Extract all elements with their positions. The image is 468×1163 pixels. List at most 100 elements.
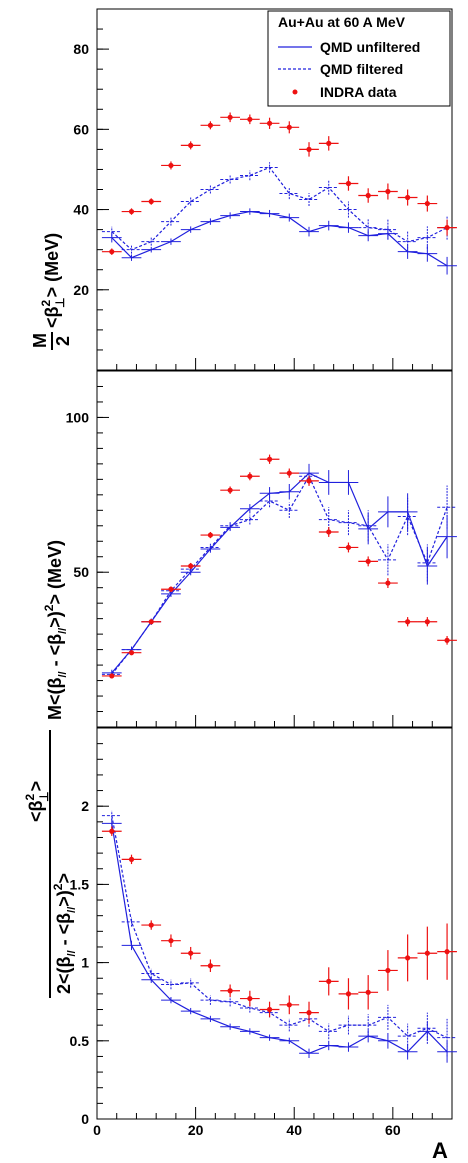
y-tick-label: 100: [66, 409, 90, 425]
data-point: [168, 938, 174, 944]
data-point: [286, 124, 292, 130]
ylabel-middle: M<(β// - <β//>)2> (MeV): [42, 540, 69, 720]
data-point: [385, 967, 391, 974]
series-qmd-filtered: [101, 810, 457, 1057]
data-point: [424, 950, 430, 956]
ylabel-bottom: <β2⊥> 2<(β// - <β//>)2>: [23, 730, 78, 998]
data-point: [148, 922, 154, 928]
data-point: [326, 140, 332, 146]
data-point: [109, 673, 115, 679]
data-point: [365, 558, 371, 564]
data-point: [424, 619, 430, 625]
ylabel-bottom-num-pre: <β: [26, 800, 46, 822]
ylabel-top-sup: 2: [39, 300, 53, 307]
ylabel-bottom-numerator: <β2⊥>: [23, 781, 51, 822]
y-tick-label: 20: [73, 282, 89, 298]
data-point: [306, 146, 312, 152]
ylabel-bottom-den-sup: 2: [51, 883, 65, 890]
data-point: [247, 995, 253, 1002]
ylabel-top-rest: <β: [42, 306, 62, 328]
y-tick-label: 1: [81, 955, 89, 971]
data-point: [227, 114, 233, 120]
y-tick-label: 60: [73, 121, 89, 137]
data-point: [286, 470, 292, 476]
ticks-top: 20 40 60 80: [73, 28, 433, 370]
data-point: [385, 580, 391, 586]
ylabel-bottom-den-mid: - <β: [54, 913, 74, 951]
data-point: [345, 991, 352, 997]
series-line: [111, 474, 448, 675]
ylabel-bottom-den-sub2: //: [66, 907, 78, 913]
ylabel-middle-mid2: >): [45, 611, 65, 628]
series-line: [111, 166, 448, 251]
data-point: [266, 1006, 273, 1013]
data-point: [424, 200, 430, 207]
data-point: [326, 529, 332, 535]
ylabel-bottom-den-sub1: //: [66, 950, 78, 956]
ylabel-middle-sub1: //: [57, 671, 69, 677]
legend-swatch-indra: [292, 89, 298, 95]
data-point: [128, 650, 135, 656]
y-tick-label: 50: [73, 564, 89, 580]
ylabel-bottom-denominator: 2<(β// - <β//>)2>: [51, 873, 78, 994]
data-point: [306, 478, 312, 484]
data-point: [128, 856, 135, 862]
data-point: [266, 456, 273, 462]
data-point: [247, 116, 253, 122]
legend: Au+Au at 60 A MeV QMD unfiltered QMD fil…: [267, 10, 451, 107]
series-qmd-filtered: [101, 162, 457, 254]
series-indra-data: [101, 826, 457, 1024]
legend-title: Au+Au at 60 A MeV: [278, 14, 406, 30]
ylabel-bottom-den-pre: 2<(β: [54, 956, 74, 994]
data-point: [405, 194, 411, 201]
ylabel-bottom-num-tail: >: [26, 781, 46, 792]
ticks-bottom: 00.511.520 20 40 60: [70, 743, 433, 1138]
xlabel: A: [432, 1138, 448, 1163]
data-point: [227, 988, 233, 994]
data-point: [109, 828, 115, 834]
y-tick-label: 1.5: [70, 876, 90, 892]
ylabel-top-den: 2: [53, 336, 73, 346]
series-line: [111, 815, 448, 1039]
ylabel-top-text: <β2⊥> (MeV): [39, 233, 67, 328]
ylabel-middle-sub2: //: [57, 628, 69, 634]
legend-box: [267, 10, 451, 107]
ylabel-middle-text: M<(β// - <β//>)2> (MeV): [42, 540, 69, 720]
ylabel-top-num: M: [30, 333, 50, 348]
series-line: [111, 472, 448, 674]
data-point: [227, 487, 233, 493]
ylabel-bottom-den-mid2: >): [54, 890, 74, 907]
ylabel-bottom-num-sub: ⊥: [37, 791, 51, 801]
x-tick-label: 60: [385, 1122, 401, 1138]
data-point: [345, 180, 352, 187]
ylabel-bottom-num-sup: 2: [23, 794, 37, 801]
data-point: [444, 637, 450, 643]
ylabel-middle-pre: M<(β: [45, 678, 65, 721]
data-point: [405, 955, 411, 961]
data-point: [385, 188, 391, 195]
legend-entry-unfiltered: QMD unfiltered: [320, 39, 420, 55]
legend-entry-indra: INDRA data: [320, 84, 397, 100]
data-point: [188, 950, 194, 956]
series-indra-data: [101, 454, 457, 679]
data-point: [444, 949, 450, 955]
data-point: [286, 1002, 292, 1008]
series-qmd-filtered: [101, 466, 457, 678]
data-point: [306, 1010, 312, 1016]
x-tick-label: 0: [93, 1122, 101, 1138]
panel-middle-frame: [96, 370, 453, 728]
data-point: [188, 563, 194, 569]
y-tick-label: 0: [81, 1111, 89, 1127]
data-point: [109, 249, 115, 255]
ylabel-bottom-den-tail: >: [54, 873, 74, 884]
x-tick-label: 40: [286, 1122, 302, 1138]
series-line: [111, 210, 448, 267]
data-point: [326, 978, 332, 984]
data-point: [148, 619, 154, 625]
data-point: [405, 619, 411, 625]
data-point: [365, 989, 371, 995]
ylabel-top-sub: ⊥: [53, 297, 67, 307]
series-qmd-unfiltered: [101, 818, 457, 1063]
data-point: [207, 122, 214, 128]
